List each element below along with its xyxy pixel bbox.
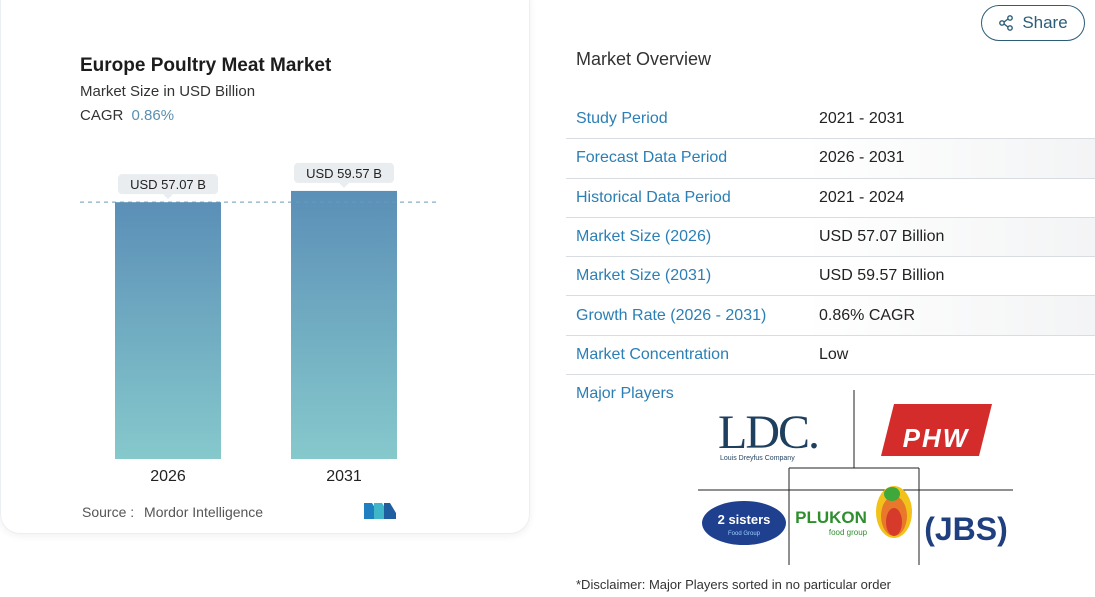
data-label: USD 57.07 B — [130, 177, 206, 192]
bar-2026 — [115, 202, 221, 459]
phw-logo: PHW — [881, 404, 992, 456]
overview-label[interactable]: Market Concentration — [576, 345, 729, 363]
data-label-pointer — [163, 194, 173, 200]
phw-logo-text: PHW — [903, 423, 970, 453]
overview-value: USD 57.07 Billion — [819, 228, 945, 246]
overview-value: 2021 - 2024 — [819, 188, 905, 206]
cagr-value: 0.86% — [131, 107, 175, 124]
data-label: USD 59.57 B — [306, 166, 382, 181]
overview-value: 2026 - 2031 — [819, 149, 905, 167]
overview-value: USD 59.57 Billion — [819, 267, 945, 285]
two-sisters-logo: 2 sisters Food Group — [702, 501, 786, 545]
overview-label[interactable]: Historical Data Period — [576, 188, 731, 206]
overview-row-historical-period: Historical Data Period 2021 - 2024 — [566, 179, 1095, 218]
source-value: Mordor Intelligence — [144, 504, 264, 520]
overview-label[interactable]: Forecast Data Period — [576, 149, 728, 167]
overview-row-market-concentration: Market Concentration Low — [566, 336, 1095, 376]
overview-value: 0.86% CAGR — [819, 306, 916, 324]
overview-value: 2021 - 2031 — [819, 110, 905, 128]
two-sisters-logo-text: 2 sisters — [718, 512, 771, 527]
data-label-pill — [118, 174, 218, 195]
overview-row-market-size-2031: Market Size (2031) USD 59.57 Billion — [566, 257, 1095, 297]
mordor-intelligence-logo — [364, 503, 396, 519]
plukon-logo: PLUKON food group — [795, 486, 912, 538]
x-tick-label: 2031 — [326, 468, 362, 485]
major-players-grid: LDC. Louis Dreyfus Company PHW 2 sisters… — [698, 390, 1013, 565]
ldc-logo-subtext: Louis Dreyfus Company — [720, 455, 795, 462]
ldc-logo-text: LDC. — [718, 406, 818, 459]
overview-row-study-period: Study Period 2021 - 2031 — [566, 100, 1095, 140]
market-overview-table: Study Period 2021 - 2031 Forecast Data P… — [566, 100, 1095, 376]
market-overview-title: Market Overview — [576, 49, 712, 69]
source-line: Source : Mordor Intelligence — [82, 504, 263, 520]
jbs-logo-text: (JBS) — [924, 511, 1008, 547]
share-icon — [999, 15, 1014, 31]
disclaimer-text: *Disclaimer: Major Players sorted in no … — [576, 577, 892, 592]
share-button[interactable]: Share — [981, 5, 1085, 41]
overview-label[interactable]: Study Period — [576, 110, 668, 128]
data-label-pill — [294, 162, 394, 183]
two-sisters-logo-subtext: Food Group — [728, 531, 761, 537]
data-label-pointer — [339, 182, 349, 188]
major-players-label[interactable]: Major Players — [576, 385, 674, 402]
overview-row-growth-rate: Growth Rate (2026 - 2031) 0.86% CAGR — [566, 296, 1095, 336]
chart-title: Europe Poultry Meat Market — [80, 55, 332, 76]
overview-row-forecast-period: Forecast Data Period 2026 - 2031 — [566, 139, 1095, 179]
overview-value: Low — [819, 345, 849, 363]
x-tick-label: 2026 — [150, 468, 186, 485]
plukon-logo-subtext: food group — [829, 528, 868, 537]
cagr-label: CAGR — [80, 107, 124, 124]
plukon-logo-text: PLUKON — [795, 508, 867, 527]
ldc-logo: LDC. Louis Dreyfus Company — [718, 406, 820, 462]
bar-2031 — [291, 190, 397, 459]
overview-row-market-size-2026: Market Size (2026) USD 57.07 Billion — [566, 217, 1095, 258]
market-chart-card — [0, 0, 530, 534]
cagr-line: CAGR 0.86% — [80, 107, 174, 124]
source-label: Source : — [82, 504, 135, 520]
jbs-logo: (JBS) — [924, 511, 1008, 547]
overview-label[interactable]: Market Size (2031) — [576, 267, 712, 285]
bar-chart: USD 57.07 B 2026 USD 59.57 B 2031 — [80, 162, 436, 485]
overview-label[interactable]: Growth Rate (2026 - 2031) — [576, 306, 767, 324]
overview-label[interactable]: Market Size (2026) — [576, 228, 712, 246]
share-label: Share — [1022, 13, 1068, 32]
chart-subtitle: Market Size in USD Billion — [80, 83, 256, 100]
